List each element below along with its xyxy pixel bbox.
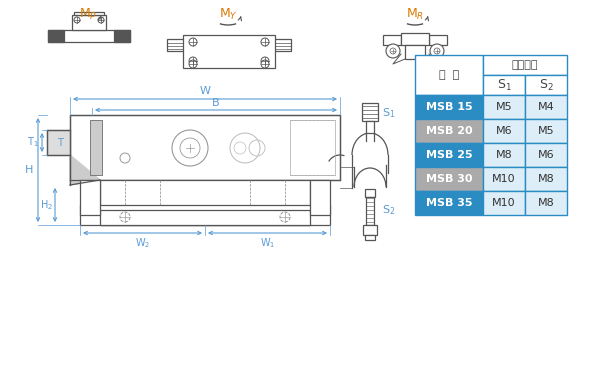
- Circle shape: [74, 17, 80, 23]
- Text: S$_2$: S$_2$: [538, 78, 554, 93]
- Text: M6: M6: [538, 150, 554, 160]
- Bar: [525, 143, 567, 167]
- Bar: [48, 30, 130, 42]
- Bar: [167, 39, 185, 51]
- Text: M4: M4: [538, 102, 554, 112]
- Polygon shape: [70, 155, 100, 185]
- Circle shape: [261, 60, 269, 68]
- Text: M8: M8: [538, 198, 554, 208]
- Bar: [185, 36, 273, 54]
- Text: H: H: [25, 165, 33, 175]
- Bar: [80, 180, 100, 215]
- Circle shape: [261, 57, 269, 65]
- Text: M8: M8: [495, 150, 512, 160]
- Bar: [483, 119, 525, 143]
- Text: M$_R$: M$_R$: [406, 7, 424, 22]
- Text: H$_2$: H$_2$: [40, 198, 53, 212]
- Bar: [429, 35, 447, 45]
- Bar: [483, 55, 567, 75]
- Bar: [100, 210, 310, 225]
- Text: M$_Y$: M$_Y$: [218, 7, 237, 22]
- Bar: [483, 167, 525, 191]
- Bar: [90, 120, 102, 175]
- Circle shape: [430, 44, 444, 58]
- Text: S$_1$: S$_1$: [382, 106, 396, 120]
- Text: MSB 15: MSB 15: [426, 102, 473, 112]
- Bar: [525, 167, 567, 191]
- Text: M5: M5: [495, 102, 512, 112]
- Text: T$_1$: T$_1$: [27, 136, 39, 149]
- Bar: [48, 30, 64, 42]
- Bar: [401, 33, 429, 45]
- Bar: [80, 205, 330, 225]
- Circle shape: [189, 57, 197, 65]
- Bar: [114, 30, 130, 42]
- Circle shape: [98, 17, 104, 23]
- Circle shape: [189, 60, 197, 68]
- Bar: [383, 35, 401, 45]
- Bar: [365, 189, 375, 197]
- Bar: [363, 225, 377, 235]
- Text: S$_1$: S$_1$: [497, 78, 511, 93]
- Bar: [70, 115, 340, 180]
- Bar: [525, 191, 567, 215]
- Bar: [415, 191, 483, 215]
- Bar: [72, 15, 106, 30]
- Bar: [483, 75, 525, 95]
- Bar: [415, 55, 483, 95]
- Circle shape: [261, 38, 269, 46]
- Bar: [365, 235, 375, 240]
- Bar: [362, 103, 378, 121]
- Bar: [525, 95, 567, 119]
- Bar: [415, 167, 483, 191]
- Circle shape: [434, 48, 440, 54]
- Text: M5: M5: [538, 126, 554, 136]
- Text: M10: M10: [492, 198, 516, 208]
- Bar: [483, 191, 525, 215]
- Text: MSB 25: MSB 25: [426, 150, 473, 160]
- Circle shape: [120, 212, 130, 222]
- Bar: [47, 130, 70, 155]
- Bar: [525, 75, 567, 95]
- Bar: [405, 45, 425, 59]
- Text: M10: M10: [492, 174, 516, 184]
- Text: M6: M6: [495, 126, 512, 136]
- Bar: [483, 95, 525, 119]
- Text: M$_P$: M$_P$: [79, 7, 97, 22]
- Bar: [483, 143, 525, 167]
- Bar: [74, 12, 104, 15]
- Text: W: W: [200, 86, 211, 96]
- Circle shape: [390, 48, 396, 54]
- Text: S$_2$: S$_2$: [382, 203, 395, 217]
- Bar: [415, 143, 483, 167]
- Text: MSB 35: MSB 35: [426, 198, 473, 208]
- Circle shape: [120, 153, 130, 163]
- Text: B: B: [212, 98, 220, 108]
- Circle shape: [280, 212, 290, 222]
- Text: 螺栓规格: 螺栓规格: [512, 60, 538, 70]
- Bar: [366, 197, 374, 225]
- Text: W$_2$: W$_2$: [135, 236, 150, 250]
- Text: 型  号: 型 号: [439, 70, 459, 80]
- Text: MSB 30: MSB 30: [426, 174, 473, 184]
- Bar: [366, 121, 374, 133]
- Circle shape: [386, 44, 400, 58]
- Text: W$_1$: W$_1$: [260, 236, 275, 250]
- Bar: [100, 180, 310, 225]
- Bar: [310, 180, 330, 215]
- Text: M8: M8: [538, 174, 554, 184]
- Text: T: T: [57, 138, 63, 148]
- Bar: [525, 119, 567, 143]
- Bar: [183, 35, 275, 68]
- Bar: [415, 95, 483, 119]
- Bar: [273, 39, 291, 51]
- Bar: [415, 119, 483, 143]
- Text: MSB 20: MSB 20: [426, 126, 473, 136]
- Circle shape: [189, 38, 197, 46]
- Bar: [290, 120, 335, 175]
